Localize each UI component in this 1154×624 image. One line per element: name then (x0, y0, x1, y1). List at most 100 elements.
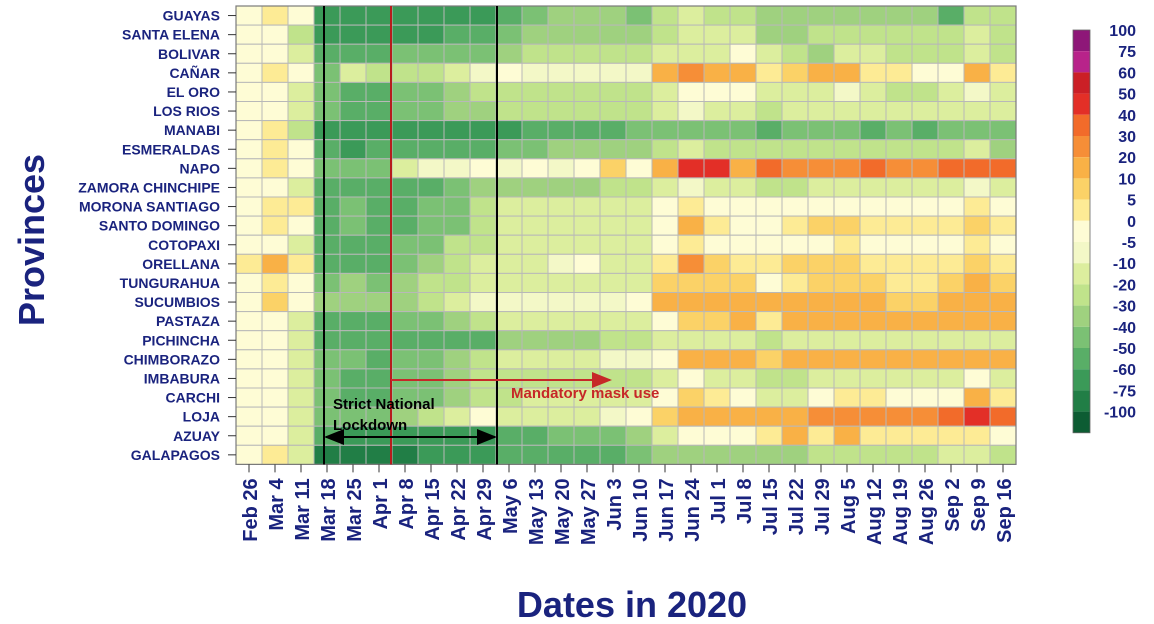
heatmap-cell (469, 215, 497, 236)
heatmap-cell (677, 215, 705, 236)
heatmap-cell (391, 272, 419, 293)
heatmap-cell (859, 368, 887, 389)
heatmap-cell (989, 139, 1017, 160)
heatmap-cell (755, 253, 783, 274)
date-label: Jun 3 (604, 478, 626, 530)
heatmap-cell (911, 196, 939, 217)
heatmap-cell (911, 158, 939, 179)
heatmap-cell (313, 330, 341, 351)
heatmap-cell (339, 196, 367, 217)
heatmap-cell (391, 62, 419, 83)
heatmap-cell (781, 177, 809, 198)
heatmap-cell (313, 253, 341, 274)
heatmap-cell (469, 196, 497, 217)
heatmap-cell (963, 43, 991, 64)
heatmap-cell (729, 81, 757, 103)
heatmap-cell (287, 177, 315, 198)
heatmap-cell (677, 387, 705, 408)
heatmap-cell (599, 272, 627, 293)
heatmap-cell (495, 234, 523, 255)
heatmap-cell (469, 101, 497, 122)
heatmap-cell (859, 311, 887, 332)
heatmap-cell (911, 62, 939, 83)
heatmap-cell (703, 349, 731, 370)
heatmap-cell (677, 292, 705, 313)
heatmap-cell (781, 406, 809, 427)
heatmap-cell (521, 272, 549, 293)
heatmap-cell (599, 253, 627, 274)
heatmap-cell (313, 62, 341, 83)
date-label: Jul 15 (760, 478, 782, 535)
date-label: Apr 8 (396, 478, 418, 529)
legend-label: 40 (1118, 108, 1136, 125)
legend-swatch (1073, 305, 1090, 327)
heatmap-cell (573, 177, 601, 198)
heatmap-cell (339, 62, 367, 83)
heatmap-cell (807, 311, 835, 332)
heatmap-cell (755, 311, 783, 332)
heatmap-cell (287, 311, 315, 332)
province-label: BOLIVAR (158, 46, 220, 62)
heatmap-cell (261, 158, 289, 179)
legend-swatch (1073, 30, 1090, 52)
color-legend: 1007560504030201050-5-10-20-30-40-50-60-… (1072, 23, 1136, 434)
heatmap-cell (599, 81, 627, 103)
heatmap-cell (989, 234, 1017, 255)
heatmap-cell (859, 62, 887, 83)
heatmap-cell (391, 444, 419, 465)
heatmap-cell (755, 158, 783, 179)
heatmap-cell (937, 5, 965, 26)
heatmap-cell (417, 425, 445, 446)
heatmap-cell (599, 158, 627, 179)
heatmap-cell (989, 24, 1017, 45)
heatmap-cell (781, 234, 809, 255)
date-label: Aug 19 (890, 478, 912, 545)
heatmap-cell (599, 444, 627, 465)
heatmap-cell (365, 368, 393, 389)
heatmap-cell (391, 139, 419, 160)
heatmap-cell (339, 120, 367, 141)
heatmap-cell (521, 425, 549, 446)
date-label: May 20 (552, 478, 574, 545)
heatmap-cell (781, 387, 809, 408)
heatmap-cell (755, 24, 783, 45)
heatmap-cell (833, 24, 861, 45)
heatmap-cell (443, 406, 471, 427)
heatmap-cell (313, 444, 341, 465)
heatmap-cell (287, 292, 315, 313)
heatmap-cell (963, 444, 991, 465)
legend-swatch (1073, 178, 1090, 200)
heatmap-cell (989, 177, 1017, 198)
heatmap-cell (261, 253, 289, 274)
date-label: Sep 9 (968, 478, 990, 531)
date-label: Jun 10 (630, 478, 652, 541)
heatmap-cell (443, 101, 471, 122)
date-label: Apr 15 (422, 478, 444, 540)
heatmap-cell (807, 425, 835, 446)
lockdown-label-line2: Lockdown (333, 417, 407, 434)
heatmap-cell (755, 349, 783, 370)
heatmap-cell (703, 406, 731, 427)
heatmap-cell (391, 43, 419, 64)
heatmap-cell (703, 177, 731, 198)
date-label: May 13 (526, 478, 548, 545)
heatmap-cell (573, 406, 601, 427)
heatmap-cell (703, 425, 731, 446)
date-label: Mar 11 (292, 478, 314, 540)
heatmap-cell (703, 387, 731, 408)
heatmap-cell (391, 5, 419, 26)
heatmap-cell (469, 311, 497, 332)
heatmap-cell (339, 158, 367, 179)
heatmap-cell (859, 253, 887, 274)
heatmap-cell (911, 292, 939, 313)
heatmap-cell (651, 158, 679, 179)
heatmap-cell (469, 177, 497, 198)
heatmap-cell (391, 120, 419, 141)
heatmap-cell (313, 81, 341, 103)
heatmap-cell (469, 330, 497, 351)
heatmap-cell (469, 368, 497, 389)
heatmap-cell (573, 253, 601, 274)
heatmap-cell (235, 196, 263, 217)
heatmap-cell (989, 425, 1017, 446)
heatmap-cell (287, 120, 315, 141)
